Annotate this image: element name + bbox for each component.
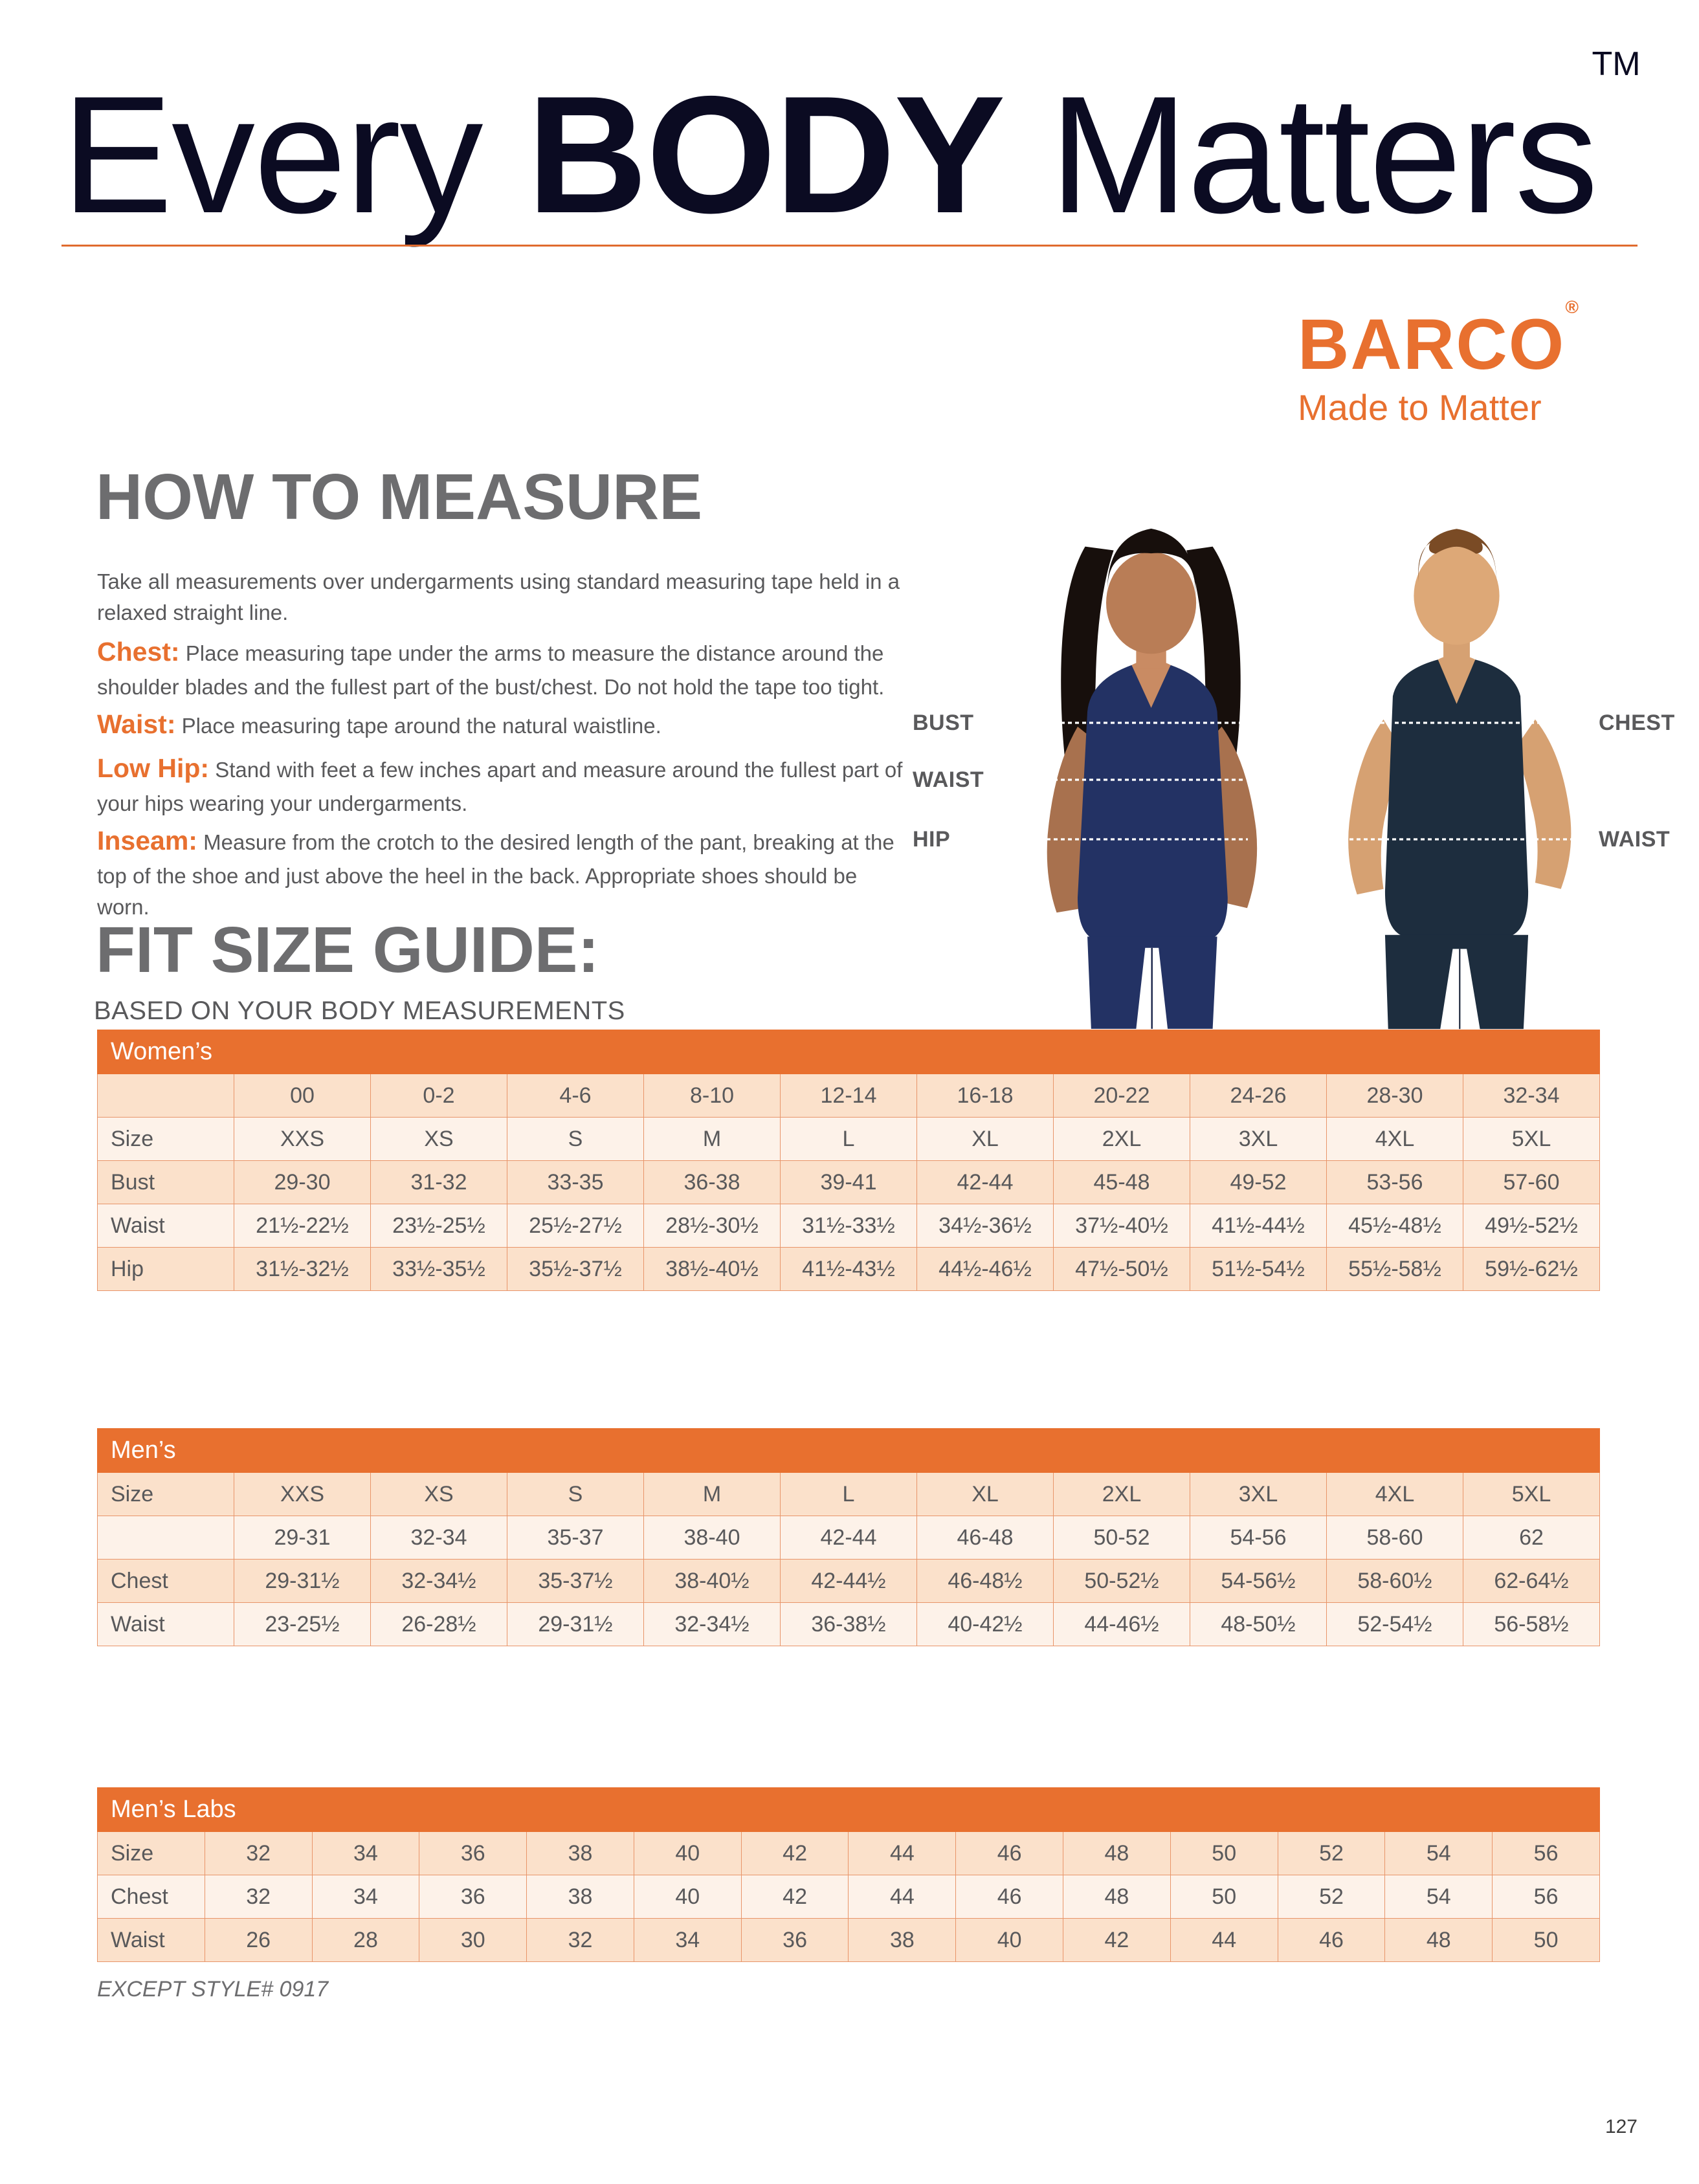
- svg-text:WAIST: WAIST: [1599, 827, 1670, 852]
- svg-text:WAIST: WAIST: [913, 767, 984, 792]
- svg-text:CHEST: CHEST: [1599, 711, 1675, 735]
- svg-text:BUST: BUST: [913, 711, 974, 735]
- svg-text:HIP: HIP: [913, 827, 950, 852]
